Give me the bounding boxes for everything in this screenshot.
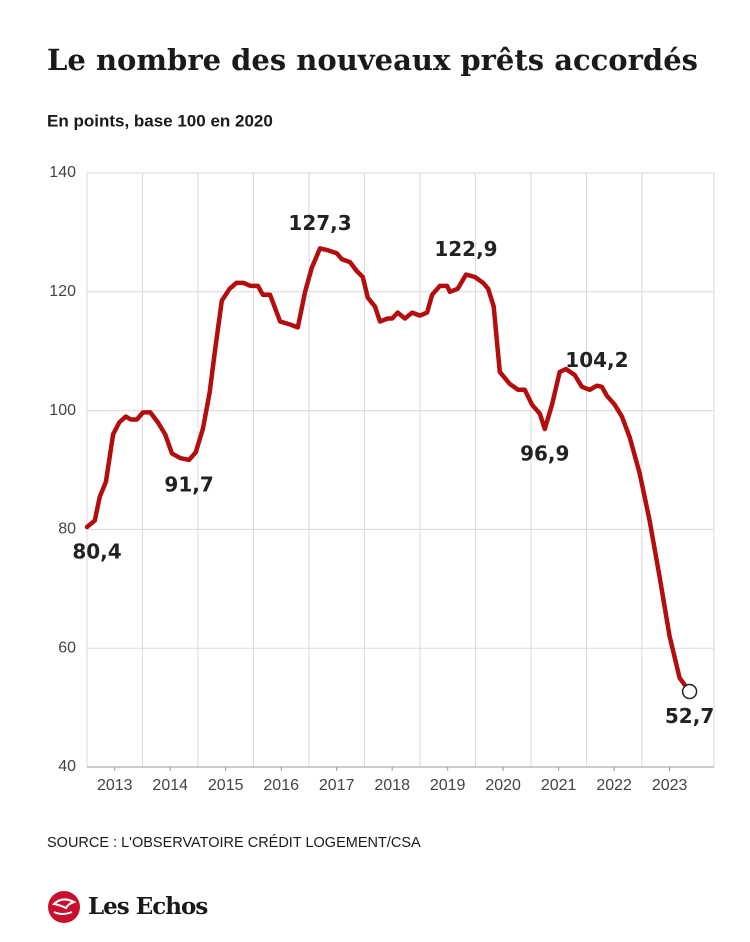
x-tick-label: 2017 bbox=[319, 777, 355, 794]
x-tick-label: 2015 bbox=[208, 777, 244, 794]
value-label: 96,9 bbox=[520, 442, 569, 466]
x-tick-label: 2018 bbox=[374, 777, 410, 794]
x-tick-label: 2021 bbox=[541, 777, 577, 794]
y-tick-label: 80 bbox=[58, 521, 76, 538]
value-label: 52,7 bbox=[665, 704, 714, 728]
x-tick-label: 2019 bbox=[430, 777, 466, 794]
x-tick-label: 2013 bbox=[97, 777, 133, 794]
x-tick-label: 2016 bbox=[263, 777, 299, 794]
x-tick-label: 2014 bbox=[152, 777, 188, 794]
data-line bbox=[84, 246, 692, 694]
x-tick-label: 2023 bbox=[652, 777, 688, 794]
y-tick-label: 60 bbox=[58, 639, 76, 656]
y-tick-label: 120 bbox=[49, 283, 76, 300]
source: SOURCE : L'OBSERVATOIRE CRÉDIT LOGEMENT/… bbox=[47, 834, 421, 851]
y-tick-label: 40 bbox=[58, 758, 76, 775]
value-label: 80,4 bbox=[72, 540, 121, 564]
value-label: 91,7 bbox=[164, 472, 213, 496]
y-tick-label: 100 bbox=[49, 402, 76, 419]
chart-title: Le nombre des nouveaux prêts accordés bbox=[47, 43, 698, 77]
brand: Les Echos bbox=[88, 893, 207, 920]
brand-icon bbox=[51, 898, 77, 915]
y-tick-label: 140 bbox=[49, 164, 76, 181]
x-tick-label: 2022 bbox=[596, 777, 632, 794]
value-label: 127,3 bbox=[288, 211, 351, 235]
end-marker bbox=[681, 683, 698, 700]
value-label: 122,9 bbox=[434, 237, 497, 261]
x-tick-label: 2020 bbox=[485, 777, 521, 794]
value-label: 104,2 bbox=[565, 348, 628, 372]
chart-subtitle: En points, base 100 en 2020 bbox=[47, 111, 273, 130]
